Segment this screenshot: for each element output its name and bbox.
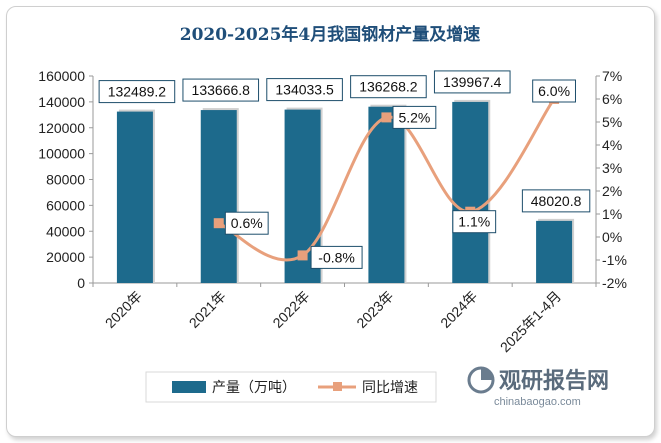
watermark-logo-icon bbox=[467, 366, 495, 394]
line-data-label-box bbox=[392, 105, 437, 129]
x-tick-label: 2021年 bbox=[186, 288, 229, 331]
bar-data-label: 132489.2 bbox=[108, 84, 167, 100]
bar bbox=[116, 111, 153, 283]
watermark-name: 观研报告网 bbox=[499, 369, 609, 394]
y-right-tick-label: 1% bbox=[602, 206, 622, 222]
line-point bbox=[297, 250, 308, 261]
bar-data-label: 139967.4 bbox=[443, 74, 502, 90]
bar bbox=[200, 110, 237, 284]
y-left-tick-label: 20000 bbox=[46, 249, 85, 265]
line-point bbox=[213, 218, 224, 229]
x-tick-label: 2023年 bbox=[353, 288, 396, 331]
line-data-label-box bbox=[310, 245, 363, 269]
bar bbox=[452, 101, 489, 283]
y-left-tick-label: 80000 bbox=[46, 172, 85, 188]
y-right-tick-label: -2% bbox=[602, 275, 627, 291]
bar bbox=[536, 220, 573, 283]
y-left-tick-label: 120000 bbox=[38, 120, 85, 136]
y-left-tick-label: 60000 bbox=[46, 197, 85, 213]
legend-marker-line bbox=[333, 382, 342, 391]
line-data-label-box bbox=[224, 211, 269, 235]
line-data-label-box bbox=[532, 79, 576, 103]
line-data-label-box bbox=[452, 210, 497, 234]
y-left-tick-label: 140000 bbox=[38, 94, 85, 110]
bar-data-label-box bbox=[433, 70, 511, 94]
y-right-tick-label: 3% bbox=[602, 160, 622, 176]
bar bbox=[368, 106, 405, 283]
y-left-tick-label: 100000 bbox=[38, 146, 85, 162]
line-point bbox=[381, 112, 392, 123]
line-data-label: 1.1% bbox=[458, 214, 490, 230]
bar-data-label: 136268.2 bbox=[359, 79, 418, 95]
line-data-label: 6.0% bbox=[538, 83, 570, 99]
x-tick-label: 2022年 bbox=[269, 288, 312, 331]
bar-data-label-box bbox=[182, 78, 260, 102]
bar-data-label-box bbox=[266, 78, 343, 102]
legend-label-line: 同比增速 bbox=[362, 380, 418, 396]
watermark-url: chinabaogao.com bbox=[494, 396, 581, 408]
x-tick-label: 2024年 bbox=[437, 288, 480, 331]
y-left-tick-label: 160000 bbox=[38, 68, 85, 84]
line-data-label: 5.2% bbox=[398, 109, 430, 125]
y-right-tick-label: 2% bbox=[602, 183, 622, 199]
legend-swatch-bar bbox=[172, 381, 206, 393]
y-left-tick-label: 40000 bbox=[46, 223, 85, 239]
x-tick-label: 2025年1-4月 bbox=[497, 288, 564, 355]
bar-data-label-box bbox=[521, 189, 591, 213]
legend-label-bar: 产量（万吨） bbox=[212, 380, 296, 396]
line-data-label: -0.8% bbox=[318, 249, 355, 265]
line-data-label: 0.6% bbox=[231, 215, 263, 231]
bar-data-label: 48020.8 bbox=[531, 193, 582, 209]
y-right-tick-label: 0% bbox=[602, 229, 622, 245]
y-right-tick-label: 7% bbox=[602, 68, 622, 84]
chart-title: 2020-2025年4月我国钢材产量及增速 bbox=[180, 24, 481, 45]
bar-data-label: 133666.8 bbox=[192, 82, 251, 98]
x-tick-label: 2020年 bbox=[102, 288, 145, 331]
y-right-tick-label: 5% bbox=[602, 114, 622, 130]
y-right-tick-label: -1% bbox=[602, 252, 627, 268]
y-left-tick-label: 0 bbox=[77, 275, 85, 291]
y-right-tick-label: 6% bbox=[602, 91, 622, 107]
bar-data-label-box bbox=[350, 75, 427, 99]
bar-data-label-box bbox=[98, 80, 176, 104]
bar-data-label: 134033.5 bbox=[275, 82, 334, 98]
y-right-tick-label: 4% bbox=[602, 137, 622, 153]
